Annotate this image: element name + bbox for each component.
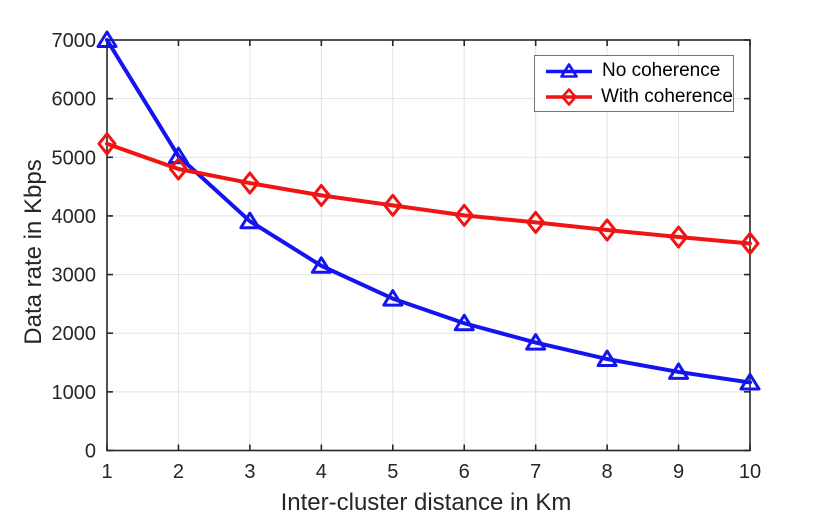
x-tick-label: 5: [387, 461, 398, 483]
series-line: [105, 141, 752, 246]
triangle-up-marker: [596, 349, 618, 368]
x-tick-label: 2: [173, 461, 184, 483]
triangle-up-marker: [96, 30, 118, 48]
legend-line-triangle-icon: [546, 62, 592, 78]
triangle-up-marker: [239, 211, 261, 230]
x-tick-label: 10: [739, 461, 761, 483]
diamond-marker-icon: [561, 87, 577, 106]
triangle-up-marker: [167, 146, 189, 165]
x-tick-label: 6: [459, 461, 470, 483]
diamond-marker: [240, 171, 260, 195]
legend-label: With coherence: [600, 85, 733, 107]
triangle-up-marker: [310, 256, 332, 274]
triangle-up-marker: [668, 362, 690, 380]
series-no-coherence: [96, 30, 761, 391]
y-tick-label: 3000: [52, 265, 97, 287]
y-tick-label: 4000: [52, 206, 97, 228]
y-axis-label: Data rate in Kbps: [20, 159, 47, 345]
legend: No coherence With coherence: [534, 55, 734, 112]
x-tick-label: 3: [244, 461, 255, 483]
diamond-marker: [597, 218, 617, 242]
diamond-marker: [526, 210, 546, 234]
triangle-up-marker: [525, 333, 547, 351]
x-tick-label: 1: [101, 461, 112, 483]
diamond-marker: [168, 157, 188, 181]
x-tick-label: 4: [316, 461, 327, 483]
diamond-marker: [383, 193, 403, 217]
diamond-marker: [740, 231, 760, 255]
series-line: [105, 38, 752, 385]
x-tick-labels: 1 2 3 4 5 6 7 8 9 10: [101, 461, 761, 483]
y-tick-label: 5000: [52, 147, 97, 169]
series-with-coherence: [97, 132, 760, 255]
triangle-up-marker: [382, 289, 404, 307]
y-tick-label: 1000: [52, 382, 97, 404]
x-tick-label: 8: [602, 461, 613, 483]
diamond-marker: [97, 132, 117, 156]
triangle-up-marker: [453, 313, 475, 332]
diamond-marker: [311, 183, 331, 207]
x-tick-label: 7: [530, 461, 541, 483]
legend-item-with-coherence: With coherence: [545, 84, 733, 110]
x-tick-label: 9: [673, 461, 684, 483]
triangle-marker-icon: [560, 62, 578, 78]
y-tick-label: 2000: [52, 323, 97, 345]
y-tick-labels: 0 1000 2000 3000 4000 5000 6000 7000: [52, 30, 97, 463]
legend-line-diamond-icon: [546, 87, 592, 106]
diamond-marker: [454, 203, 474, 227]
x-axis-label: Inter-cluster distance in Km: [280, 489, 572, 516]
diamond-marker: [669, 225, 689, 249]
legend-label: No coherence: [602, 59, 721, 81]
axis-ticks: [106, 39, 751, 452]
y-tick-label: 7000: [52, 30, 97, 52]
y-tick-label: 6000: [52, 89, 97, 111]
triangle-up-marker: [739, 372, 761, 391]
legend-item-no-coherence: No coherence: [545, 58, 733, 84]
y-tick-label: 0: [85, 441, 96, 463]
